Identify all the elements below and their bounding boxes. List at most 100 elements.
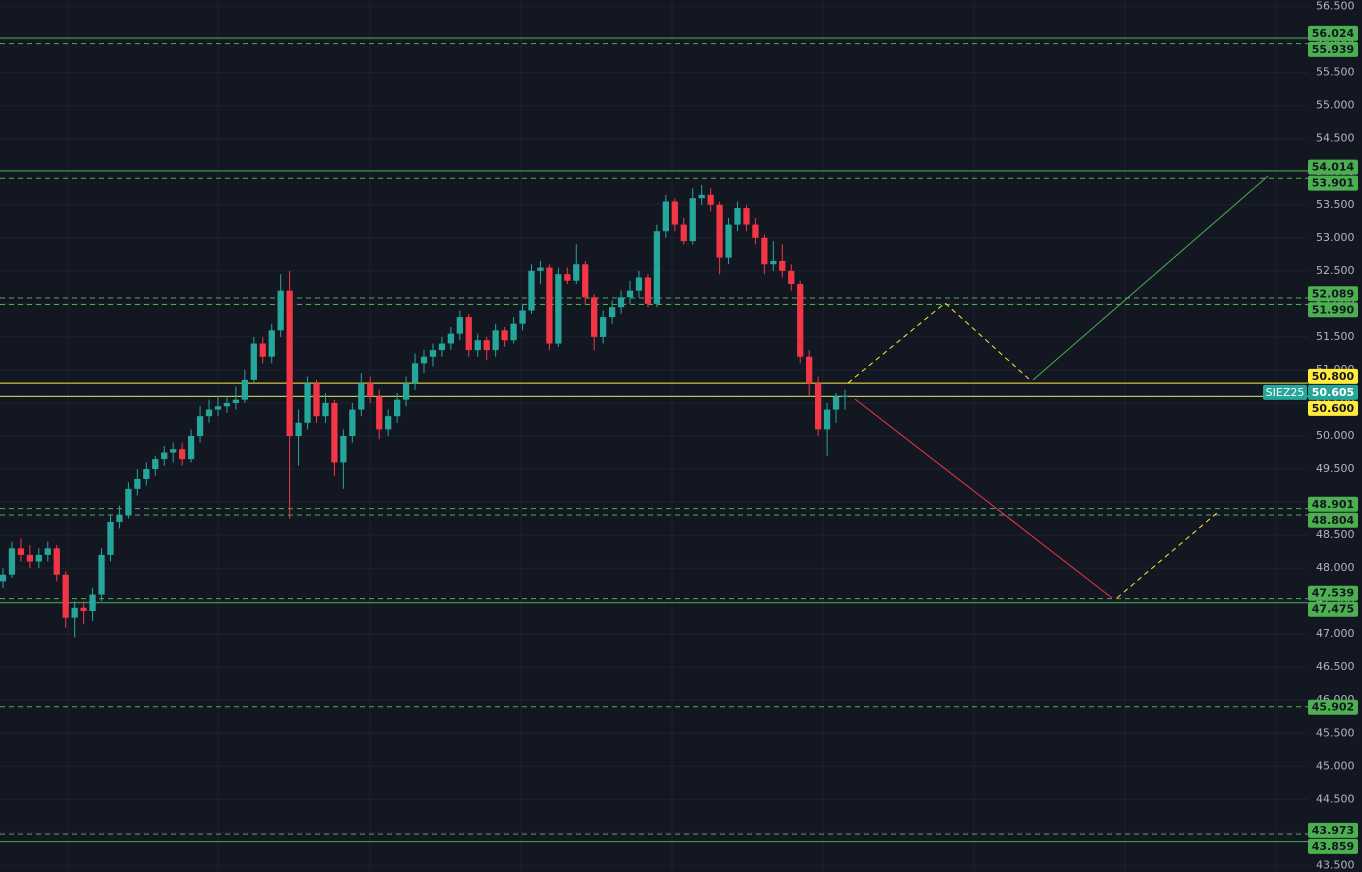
price-tag-bg <box>1308 41 1358 57</box>
candle-body <box>80 607 87 612</box>
candle-body <box>546 267 553 344</box>
candle-body <box>600 317 607 337</box>
ticker-tag-bg <box>1263 384 1307 400</box>
y-tick-label: 54.500 <box>1316 132 1355 145</box>
candle-body <box>196 416 204 436</box>
price-tag-bg <box>1308 585 1358 601</box>
candle-body <box>761 237 768 265</box>
candle-body <box>89 594 96 612</box>
candle-body <box>465 317 472 351</box>
candle-body <box>134 478 141 489</box>
candle-body <box>44 548 51 555</box>
y-tick-label: 52.500 <box>1316 264 1355 277</box>
price-tag-bg <box>1308 838 1358 854</box>
price-tag-bg <box>1308 496 1358 512</box>
price-tag-bg <box>1308 822 1358 838</box>
candle-body <box>107 521 114 555</box>
candle-body <box>340 436 347 463</box>
candle-body <box>779 260 786 271</box>
candle-body <box>420 356 428 364</box>
candle-body <box>483 340 490 351</box>
candle-body <box>385 416 392 430</box>
candle-body <box>698 194 705 199</box>
candle-body <box>528 270 535 311</box>
candle-body <box>644 277 652 304</box>
candle-body <box>626 290 634 298</box>
candle-body <box>832 396 840 410</box>
candle-body <box>752 224 759 238</box>
candle-body <box>582 264 589 298</box>
candle-body <box>402 383 410 400</box>
price-tag-bg <box>1308 159 1358 175</box>
candle-body <box>814 383 822 430</box>
candle-body <box>456 317 463 334</box>
candle-body <box>474 340 481 351</box>
y-tick-label: 50.000 <box>1316 429 1355 442</box>
candle-body <box>537 267 544 271</box>
candle-body <box>564 274 571 281</box>
candle-body <box>295 422 302 436</box>
price-tag-bg <box>1308 601 1358 617</box>
y-tick-label: 44.500 <box>1316 792 1355 805</box>
price-tag: 53.901 <box>1312 177 1354 190</box>
y-tick-label: 46.500 <box>1316 660 1355 673</box>
drawings <box>847 175 1269 599</box>
projection-down <box>854 398 1113 599</box>
y-tick-label: 45.000 <box>1316 759 1355 772</box>
candle-body <box>788 270 795 285</box>
y-tick-label: 55.000 <box>1316 99 1355 112</box>
candle-body <box>286 290 293 436</box>
candle-body <box>71 607 78 618</box>
candle-body <box>608 307 616 318</box>
candle-body <box>331 402 338 463</box>
candle-body <box>376 396 383 430</box>
candle-body <box>725 224 732 258</box>
projection-up <box>1032 175 1269 381</box>
candle-body <box>349 409 356 436</box>
price-tag: 43.973 <box>1312 824 1354 837</box>
price-tag-bg <box>1308 699 1358 715</box>
candle-body <box>259 343 266 357</box>
candle-body <box>223 402 231 407</box>
price-tag: 52.089 <box>1312 287 1354 300</box>
price-tag-bg <box>1308 368 1358 384</box>
candle-body <box>617 297 625 308</box>
candle-body <box>438 343 446 351</box>
candle-body <box>358 383 365 410</box>
price-tag-bg <box>1308 384 1358 400</box>
price-tag-bg <box>1308 512 1358 528</box>
candle-body <box>187 436 195 460</box>
y-tick-label: 53.500 <box>1316 198 1355 211</box>
price-tag: 56.024 <box>1312 27 1355 40</box>
ticker-tag: SIEZ25 <box>1266 386 1305 399</box>
price-tags: 56.024 55.939 54.014 53.901 52.089 51.990 50.8… <box>1263 25 1358 854</box>
candle-body <box>116 515 123 522</box>
candle-body <box>635 277 643 291</box>
price-tag: 50.605 <box>1312 386 1354 399</box>
candle-body <box>447 333 455 344</box>
candle-body <box>680 224 687 242</box>
price-tag-bg <box>1308 302 1358 318</box>
candle-body <box>492 330 499 351</box>
candle-body <box>510 323 517 341</box>
candle-body <box>591 297 598 337</box>
candle-body <box>734 208 741 225</box>
candle-body <box>268 330 275 357</box>
candle-body <box>232 399 240 403</box>
candle-body <box>501 330 508 341</box>
candle-body <box>125 488 132 516</box>
price-tag-bg <box>1308 175 1358 191</box>
candle-body <box>653 231 661 304</box>
candle-body <box>689 198 696 242</box>
price-tag: 50.600 <box>1312 402 1355 415</box>
candle-body <box>179 449 186 460</box>
price-tag: 48.901 <box>1312 498 1354 511</box>
y-tick-label: 48.000 <box>1316 561 1355 574</box>
grid <box>0 0 1308 872</box>
candle-body <box>555 274 562 344</box>
price-tag-bg <box>1308 286 1358 302</box>
candle-body <box>0 574 7 582</box>
candle-body <box>250 343 257 380</box>
candle-body <box>411 363 419 384</box>
y-tick-label: 51.500 <box>1316 330 1355 343</box>
